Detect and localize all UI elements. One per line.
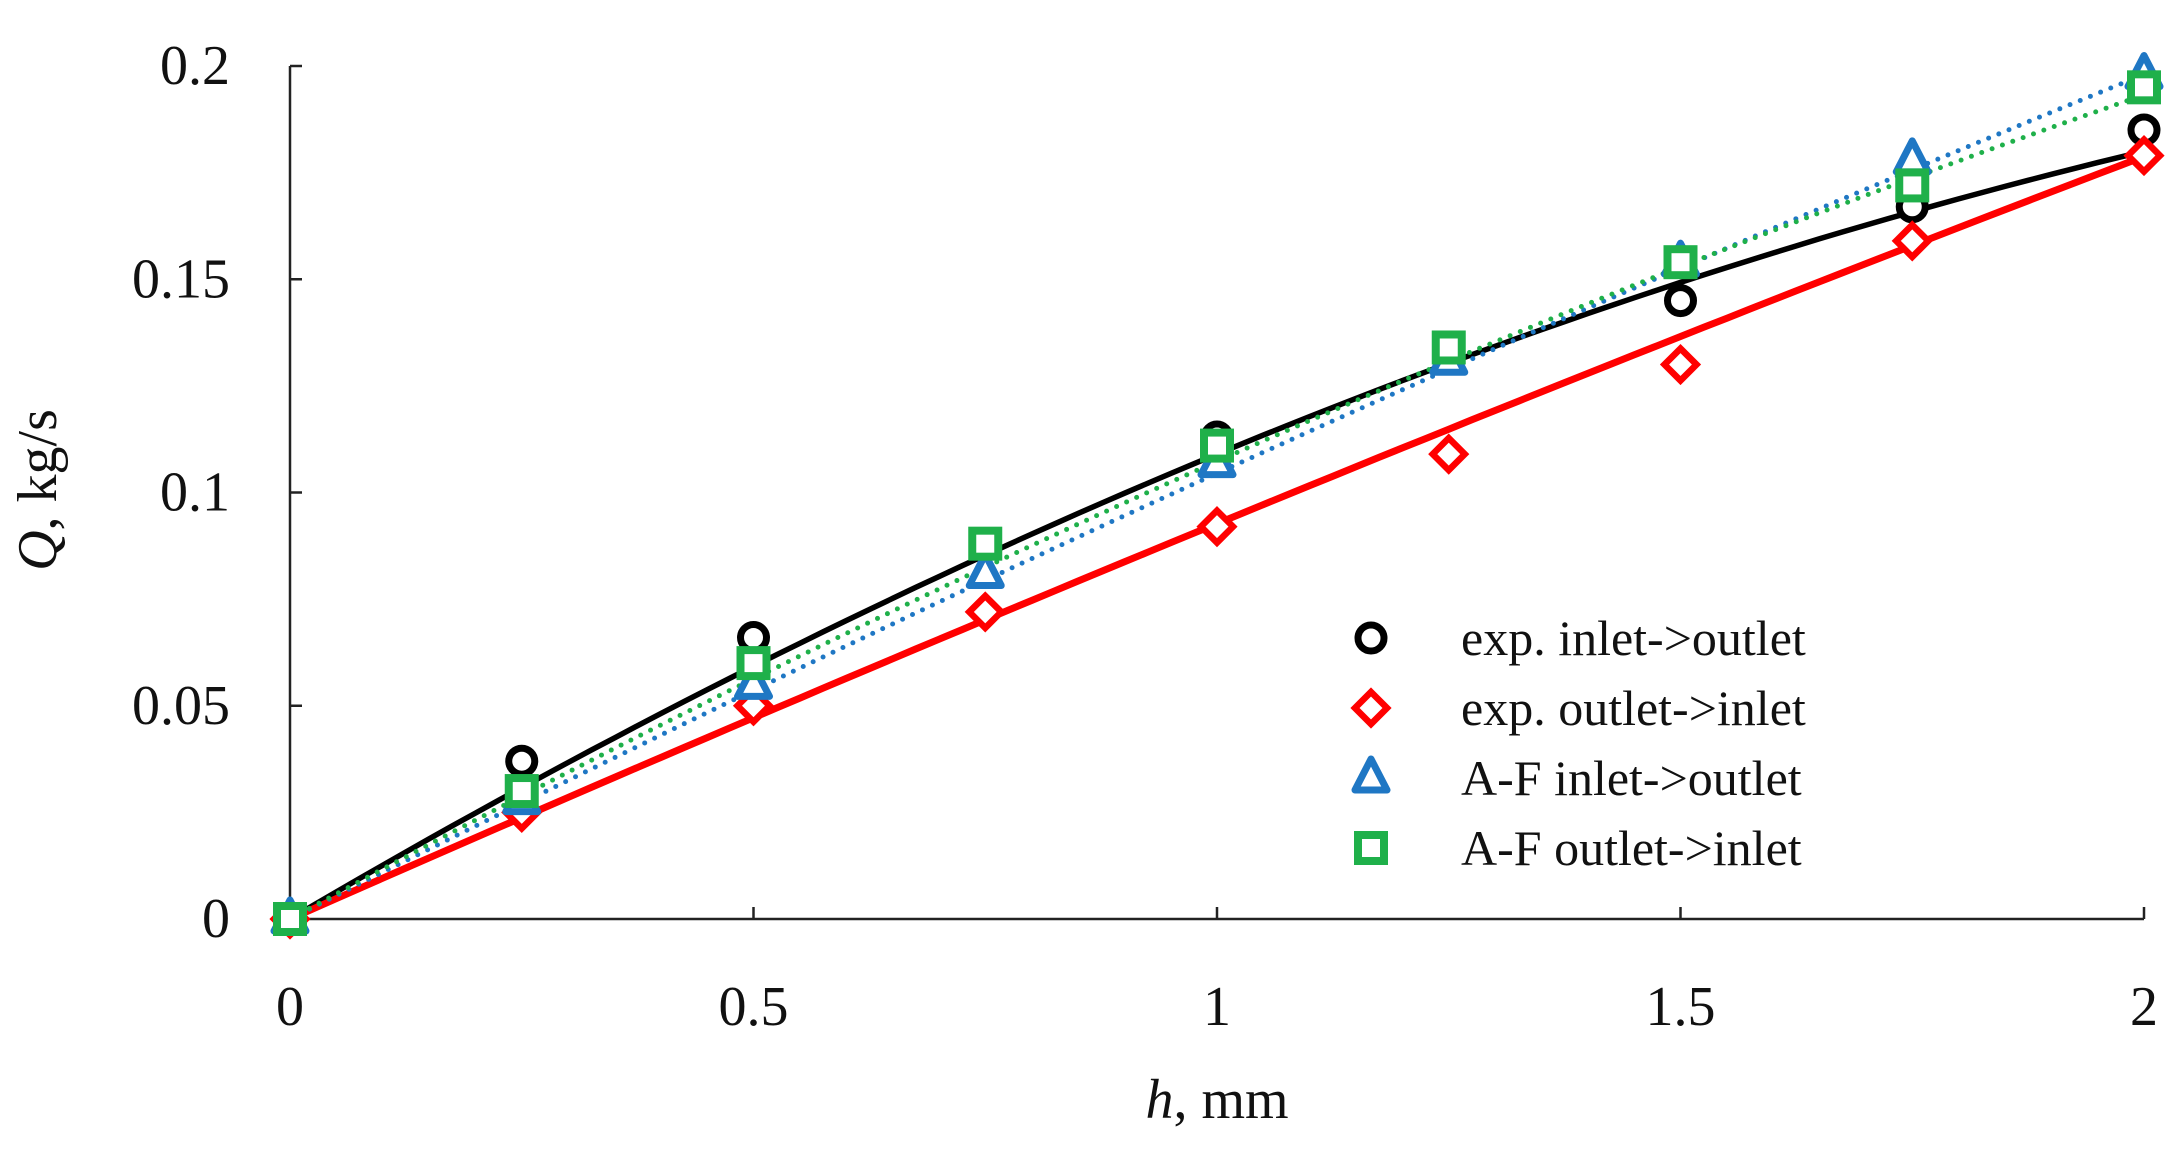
data-point-circle <box>505 744 539 778</box>
data-point-triangle <box>734 661 773 700</box>
data-point-square <box>273 902 307 936</box>
legend-marker-diamond <box>1350 687 1392 729</box>
data-point-square <box>1200 428 1234 463</box>
x-axis-unit: , mm <box>1173 1069 1288 1131</box>
data-point-diamond <box>964 591 1006 633</box>
data-point-square <box>968 526 1003 561</box>
legend-marker-circle <box>1354 621 1388 655</box>
x-tick-label: 0 <box>276 976 304 1038</box>
x-tick-label: 0.5 <box>719 976 789 1038</box>
data-point-diamond <box>1428 433 1470 475</box>
y-tick-label: 0 <box>202 888 230 950</box>
trend-line-3 <box>287 72 2147 922</box>
x-tick-label: 2 <box>2130 976 2158 1038</box>
data-point-triangle <box>1892 137 1932 176</box>
legend-label: A-F outlet->inlet <box>1461 820 1802 876</box>
legend-label: A-F inlet->outlet <box>1461 750 1802 806</box>
legend-marker-triangle <box>1351 755 1391 794</box>
legend-label: exp. outlet->inlet <box>1461 680 1806 736</box>
y-axis-unit: , kg/s <box>7 409 69 530</box>
data-point-square <box>1895 168 1930 203</box>
data-point-square <box>736 646 771 681</box>
y-tick-label: 0.2 <box>160 35 230 97</box>
legend: exp. inlet->outlet exp. outlet->inlet A-F … <box>1350 610 1806 876</box>
data-point-circle <box>1664 284 1697 318</box>
data-point-diamond <box>2123 134 2165 177</box>
x-tick-label: 1 <box>1203 976 1231 1038</box>
legend-marker-square <box>1354 831 1388 865</box>
y-tick-label: 0.05 <box>132 675 230 737</box>
y-axis-variable: Q <box>7 530 69 570</box>
x-axis-variable: h <box>1145 1069 1173 1131</box>
data-point-diamond <box>1196 506 1238 548</box>
data-point-diamond <box>1891 220 1933 262</box>
data-point-square <box>504 774 539 809</box>
y-axis-title: Q, kg/s <box>7 409 69 571</box>
x-axis-title: h, mm <box>1145 1069 1288 1131</box>
data-point-square <box>1663 245 1698 280</box>
x-tick-label: 1.5 <box>1646 976 1716 1038</box>
data-markers <box>269 52 2165 940</box>
y-tick-label: 0.15 <box>132 248 230 310</box>
legend-label: exp. inlet->outlet <box>1461 610 1806 666</box>
y-tick-label: 0.1 <box>160 462 230 524</box>
trend-lines <box>287 72 2147 923</box>
data-point-triangle <box>965 551 1005 590</box>
ticks: 0 0.05 0.1 0.15 0.2 0 0.5 1 1.5 2 <box>132 35 2158 1038</box>
data-point-square <box>2127 70 2161 105</box>
data-point-diamond <box>1659 343 1702 386</box>
data-point-square <box>1431 330 1466 365</box>
